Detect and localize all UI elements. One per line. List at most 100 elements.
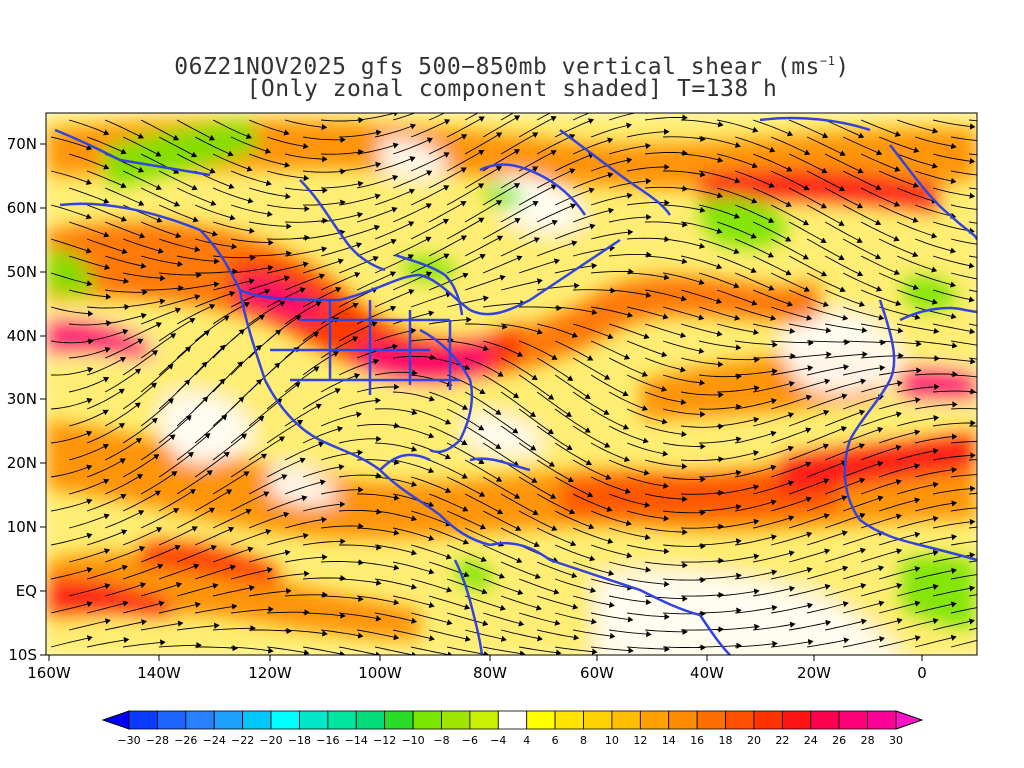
- streamline: [68, 289, 112, 300]
- coastline-segment: [239, 238, 621, 316]
- title-prefix: 06Z21NOV2025 gfs 500−850mb vertical shea…: [174, 54, 820, 80]
- streamline: [339, 161, 382, 172]
- colorbar-label: 22: [775, 734, 789, 747]
- streamline: [194, 344, 226, 376]
- streamline: [861, 323, 904, 334]
- streamline: [338, 397, 381, 410]
- streamline: [572, 172, 614, 189]
- streamline: [536, 527, 577, 547]
- streamline: [194, 290, 236, 308]
- streamline: [212, 396, 245, 427]
- streamline: [699, 469, 742, 478]
- streamline: [213, 584, 255, 597]
- streamline: [194, 204, 236, 221]
- streamline: [824, 119, 865, 139]
- streamline: [302, 426, 344, 444]
- streamline: [464, 459, 503, 482]
- streamline: [573, 287, 616, 294]
- streamline: [914, 534, 958, 546]
- streamline: [212, 221, 255, 234]
- streamline: [284, 479, 326, 495]
- streamline: [176, 582, 219, 597]
- streamline: [735, 534, 777, 546]
- streamline: [411, 374, 453, 387]
- streamline: [392, 137, 433, 155]
- streamline: [554, 118, 595, 138]
- colorbar-label: −6: [462, 734, 478, 747]
- colorbar-label: −26: [174, 734, 197, 747]
- streamline: [824, 221, 863, 243]
- streamline: [771, 638, 814, 648]
- streamline: [159, 642, 202, 649]
- streamline: [806, 495, 848, 512]
- streamline: [806, 238, 845, 261]
- streamline: [428, 629, 471, 642]
- streamline: [230, 170, 272, 187]
- streamline: [176, 544, 217, 563]
- streamline: [590, 544, 633, 559]
- streamline: [807, 364, 850, 376]
- streamline: [969, 357, 977, 360]
- streamline: [212, 433, 247, 461]
- colorbar-swatch: [753, 710, 783, 730]
- streamline: [176, 433, 211, 461]
- streamline: [788, 187, 827, 209]
- streamline: [734, 136, 776, 153]
- streamline: [87, 636, 130, 648]
- streamline: [303, 575, 346, 582]
- streamline: [339, 435, 382, 444]
- streamline: [122, 600, 165, 614]
- streamline: [878, 429, 921, 444]
- streamline: [285, 217, 328, 224]
- streamline: [842, 530, 884, 546]
- streamline: [681, 255, 723, 270]
- streamline: [248, 436, 285, 461]
- streamline: [482, 442, 520, 467]
- streamline: [285, 591, 328, 598]
- streamline: [393, 354, 436, 361]
- streamline: [662, 408, 706, 418]
- streamline: [770, 531, 813, 546]
- coastline-segment: [59, 202, 491, 547]
- streamline: [878, 306, 921, 321]
- coastline-segment: [379, 453, 431, 471]
- coastline-segment: [419, 328, 474, 454]
- streamline: [50, 306, 94, 317]
- colorbar-swatch: [185, 710, 215, 730]
- streamline: [951, 408, 977, 410]
- streamline: [464, 357, 504, 377]
- streamline: [699, 607, 742, 614]
- streamline: [375, 442, 418, 452]
- streamline: [824, 409, 866, 427]
- streamline: [338, 358, 380, 376]
- streamline: [410, 408, 452, 425]
- streamline: [464, 595, 506, 611]
- streamline: [393, 595, 435, 609]
- streamline: [194, 238, 238, 250]
- streamline: [518, 340, 558, 360]
- streamline: [932, 255, 975, 269]
- streamline: [248, 301, 286, 325]
- streamline: [699, 436, 742, 444]
- streamline: [194, 451, 230, 478]
- streamline: [482, 115, 521, 138]
- streamline: [464, 425, 502, 449]
- streamline: [267, 609, 310, 616]
- streamline: [536, 561, 578, 579]
- streamline: [248, 549, 291, 563]
- streamline: [770, 394, 812, 410]
- streamline: [321, 595, 364, 602]
- streamline: [284, 441, 325, 461]
- streamline: [591, 612, 634, 623]
- streamline: [735, 430, 777, 444]
- streamline: [932, 618, 975, 631]
- streamline: [663, 543, 706, 550]
- shear-shade-region: [700, 169, 940, 215]
- streamline: [249, 221, 292, 230]
- streamline: [231, 238, 274, 246]
- streamline: [788, 289, 829, 308]
- streamline: [716, 289, 758, 306]
- streamline: [176, 153, 216, 174]
- streamline: [770, 461, 812, 478]
- streamline: [554, 223, 596, 240]
